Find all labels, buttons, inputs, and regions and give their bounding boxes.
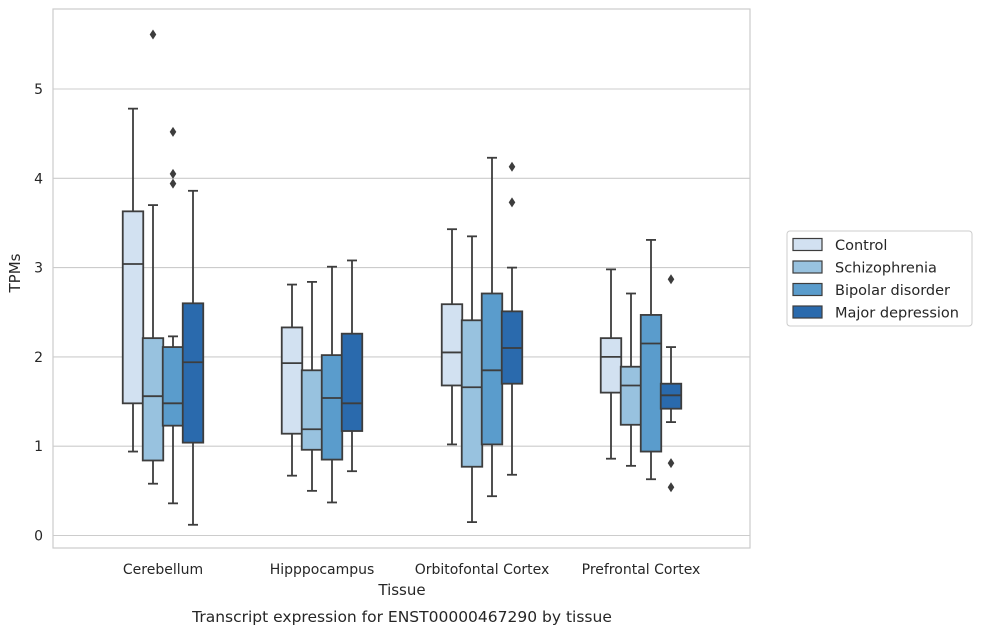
outlier-point xyxy=(149,29,157,40)
box-iqr xyxy=(280,326,304,435)
box-iqr xyxy=(161,346,185,427)
chart-caption: Transcript expression for ENST0000046729… xyxy=(191,608,612,626)
box-plot-item xyxy=(480,156,504,498)
boxes xyxy=(121,29,683,526)
box-iqr xyxy=(121,210,145,405)
legend-label: Bipolar disorder xyxy=(835,283,950,299)
outlier-point xyxy=(508,161,516,172)
box-iqr xyxy=(619,365,643,426)
legend-swatch xyxy=(792,237,823,252)
outlier-point xyxy=(169,126,177,137)
x-tick-label: Hipppocampus xyxy=(270,562,375,578)
box-plot-item xyxy=(440,228,464,446)
legend-swatch xyxy=(792,305,823,319)
box-plot-item xyxy=(121,107,145,453)
box-plot-item xyxy=(619,292,643,467)
y-tick-labels: 0 1 2 3 4 5 xyxy=(34,82,43,545)
legend-swatch xyxy=(792,282,823,297)
x-axis-title: Tissue xyxy=(377,581,425,599)
box-plot-item xyxy=(181,189,205,526)
box-iqr xyxy=(320,354,344,461)
box-iqr xyxy=(480,292,504,446)
outlier-point xyxy=(667,482,675,493)
box-plot-item xyxy=(659,274,683,493)
outlier-point xyxy=(508,197,516,208)
box-iqr xyxy=(460,319,484,468)
plot-frame xyxy=(52,8,751,549)
box-plot-item xyxy=(340,259,364,473)
x-tick-labels: Cerebellum Hipppocampus Orbitofontal Corte… xyxy=(123,562,700,578)
box-iqr xyxy=(181,302,205,444)
box-plot-item xyxy=(141,29,165,485)
legend-item: Bipolar disorder xyxy=(792,282,950,299)
legend-item: Control xyxy=(792,237,887,254)
y-tick-label: 4 xyxy=(34,171,43,187)
legend: Control Schizophrenia Bipolar disorder Majo… xyxy=(786,230,973,327)
legend-frame xyxy=(786,230,973,327)
outlier-point xyxy=(667,274,675,285)
outlier-point xyxy=(169,178,177,189)
y-tick-label: 2 xyxy=(34,350,43,366)
y-axis-title: TPMs xyxy=(6,253,24,293)
x-tick-label: Cerebellum xyxy=(123,562,203,578)
box-iqr xyxy=(300,369,324,451)
x-tick-label: Orbitofontal Cortex xyxy=(415,562,550,578)
y-tick-label: 5 xyxy=(34,82,43,98)
legend-swatch xyxy=(792,260,823,274)
outlier-point xyxy=(169,168,177,179)
legend-label: Major depression xyxy=(835,306,959,322)
box-iqr xyxy=(599,337,623,394)
box-plot-item xyxy=(500,161,524,476)
legend-item: Schizophrenia xyxy=(792,260,937,277)
y-tick-label: 3 xyxy=(34,261,43,277)
box-plot-item xyxy=(599,268,623,460)
box-iqr xyxy=(340,332,364,432)
legend-items: Control Schizophrenia Bipolar disorder Majo… xyxy=(792,237,959,322)
legend-label: Control xyxy=(835,238,887,254)
y-tick-label: 1 xyxy=(34,439,43,455)
box-iqr xyxy=(639,314,663,453)
x-tick-label: Prefrontal Cortex xyxy=(582,562,701,578)
box-iqr xyxy=(440,303,464,387)
outlier-point xyxy=(667,458,675,469)
plot-background xyxy=(53,9,750,548)
box-plot-item xyxy=(639,239,663,481)
y-tick-label: 0 xyxy=(34,529,43,545)
box-iqr xyxy=(141,337,165,462)
legend-label: Schizophrenia xyxy=(835,261,937,277)
legend-item: Major depression xyxy=(792,305,959,322)
